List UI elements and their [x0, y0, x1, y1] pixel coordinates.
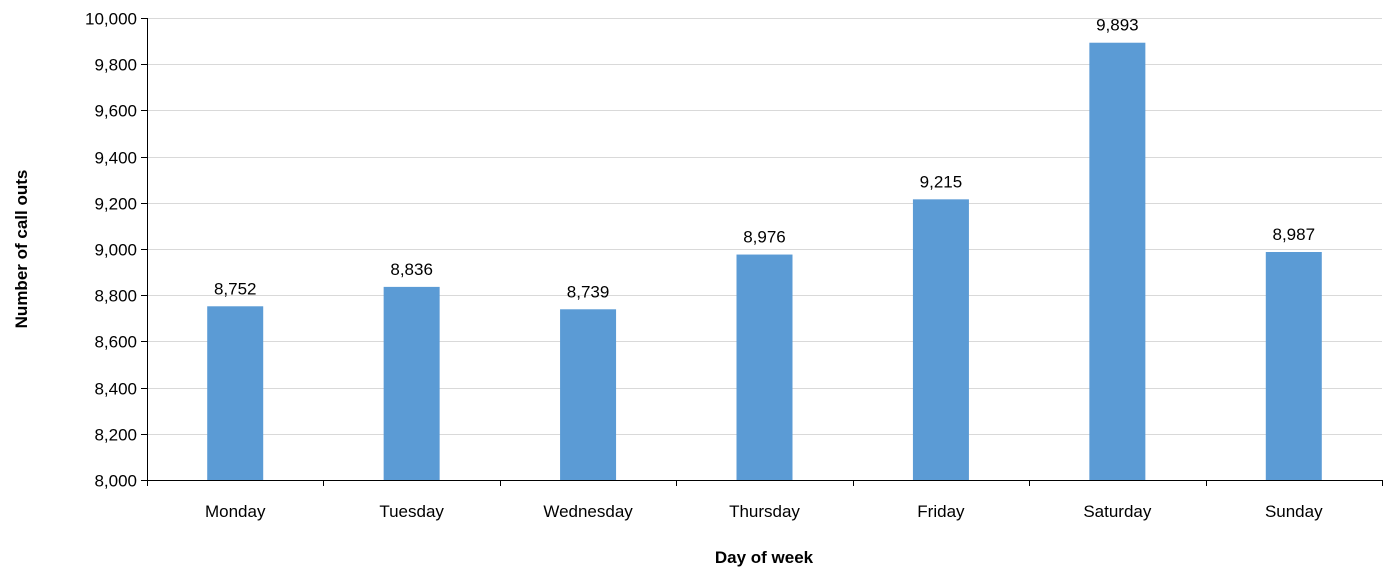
data-label-monday: 8,752: [214, 279, 257, 298]
x-tick-label-tuesday: Tuesday: [379, 502, 444, 521]
labels: 8,000 8,200 8,400 8,600 8,800 9,000 9,200 9,400…: [85, 10, 1323, 522]
x-tick-label-saturday: Saturday: [1083, 502, 1152, 521]
gridlines: [147, 18, 1382, 435]
bar-monday: [207, 306, 264, 480]
y-tick-label: 9,600: [94, 102, 137, 121]
data-label-wednesday: 8,739: [567, 282, 610, 301]
bar-saturday: [1089, 42, 1146, 480]
bar-tuesday: [383, 286, 440, 480]
y-tick-label: 9,200: [94, 195, 137, 214]
x-tick-label-thursday: Thursday: [729, 502, 800, 521]
x-tick-label-friday: Friday: [917, 502, 965, 521]
y-axis-title: Number of call outs: [12, 170, 31, 329]
data-label-tuesday: 8,836: [390, 260, 433, 279]
y-tick-label: 9,400: [94, 149, 137, 168]
y-tick-label: 9,800: [94, 56, 137, 75]
y-tick-label: 8,600: [94, 333, 137, 352]
bar-thursday: [736, 254, 793, 480]
y-tick-label: 9,000: [94, 241, 137, 260]
data-label-thursday: 8,976: [743, 228, 786, 247]
x-tick-label-sunday: Sunday: [1265, 502, 1323, 521]
x-tick-label-wednesday: Wednesday: [543, 502, 633, 521]
bar-sunday: [1265, 252, 1322, 480]
y-tick-label: 8,000: [94, 472, 137, 491]
y-tick-label: 8,200: [94, 426, 137, 445]
bar-wednesday: [560, 309, 617, 480]
x-axis-title: Day of week: [715, 548, 814, 567]
axes: [141, 18, 1383, 486]
bars: [207, 42, 1322, 480]
y-tick-label: 10,000: [85, 10, 137, 29]
y-tick-label: 8,800: [94, 287, 137, 306]
bar-friday: [912, 199, 969, 480]
data-label-friday: 9,215: [920, 172, 963, 191]
data-label-saturday: 9,893: [1096, 16, 1139, 35]
y-tick-label: 8,400: [94, 380, 137, 399]
x-tick-label-monday: Monday: [205, 502, 266, 521]
data-label-sunday: 8,987: [1273, 225, 1316, 244]
